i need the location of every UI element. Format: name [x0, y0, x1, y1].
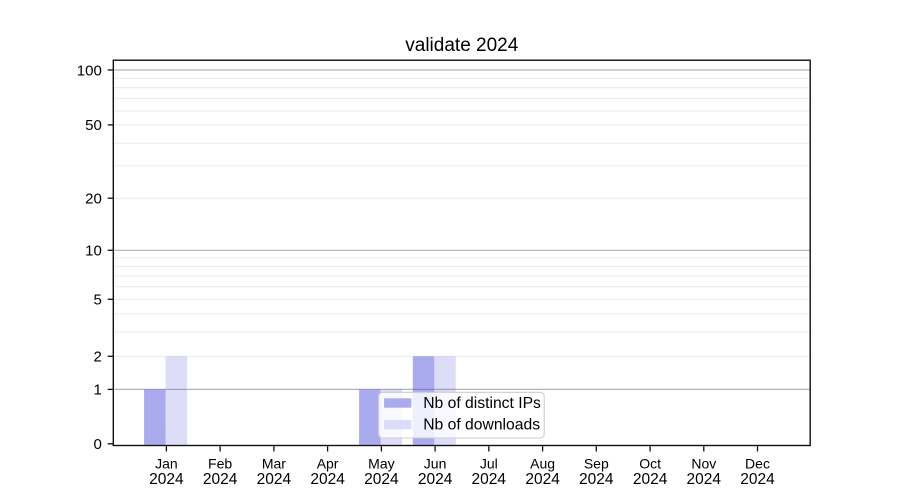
- svg-text:Jun: Jun: [424, 455, 447, 471]
- svg-text:validate 2024: validate 2024: [405, 35, 518, 56]
- svg-text:10: 10: [85, 243, 102, 260]
- svg-text:2: 2: [93, 349, 101, 366]
- svg-text:2024: 2024: [257, 471, 292, 488]
- svg-text:Feb: Feb: [208, 455, 232, 471]
- svg-text:Jan: Jan: [155, 455, 178, 471]
- svg-text:2024: 2024: [149, 471, 184, 488]
- svg-text:Nb of downloads: Nb of downloads: [423, 417, 540, 434]
- svg-text:100: 100: [77, 62, 102, 79]
- svg-text:Dec: Dec: [745, 455, 770, 471]
- svg-text:2024: 2024: [525, 471, 560, 488]
- svg-text:Jul: Jul: [480, 455, 498, 471]
- svg-text:2024: 2024: [203, 471, 238, 488]
- svg-text:Mar: Mar: [262, 455, 286, 471]
- svg-text:50: 50: [85, 117, 102, 134]
- svg-text:2024: 2024: [687, 471, 722, 488]
- svg-text:May: May: [368, 455, 394, 471]
- svg-text:2024: 2024: [364, 471, 399, 488]
- svg-text:2024: 2024: [633, 471, 668, 488]
- svg-text:2024: 2024: [740, 471, 775, 488]
- svg-text:Aug: Aug: [530, 455, 555, 471]
- svg-text:1: 1: [93, 382, 101, 399]
- svg-text:Nov: Nov: [691, 455, 716, 471]
- svg-text:2024: 2024: [579, 471, 614, 488]
- svg-text:20: 20: [85, 191, 102, 208]
- svg-text:Oct: Oct: [639, 455, 661, 471]
- svg-text:2024: 2024: [310, 471, 345, 488]
- svg-text:Sep: Sep: [584, 455, 609, 471]
- svg-text:2024: 2024: [418, 471, 453, 488]
- svg-text:Apr: Apr: [317, 455, 339, 471]
- svg-text:0: 0: [93, 436, 101, 453]
- svg-text:2024: 2024: [472, 471, 507, 488]
- svg-text:5: 5: [93, 292, 101, 309]
- svg-text:Nb of distinct IPs: Nb of distinct IPs: [423, 395, 541, 412]
